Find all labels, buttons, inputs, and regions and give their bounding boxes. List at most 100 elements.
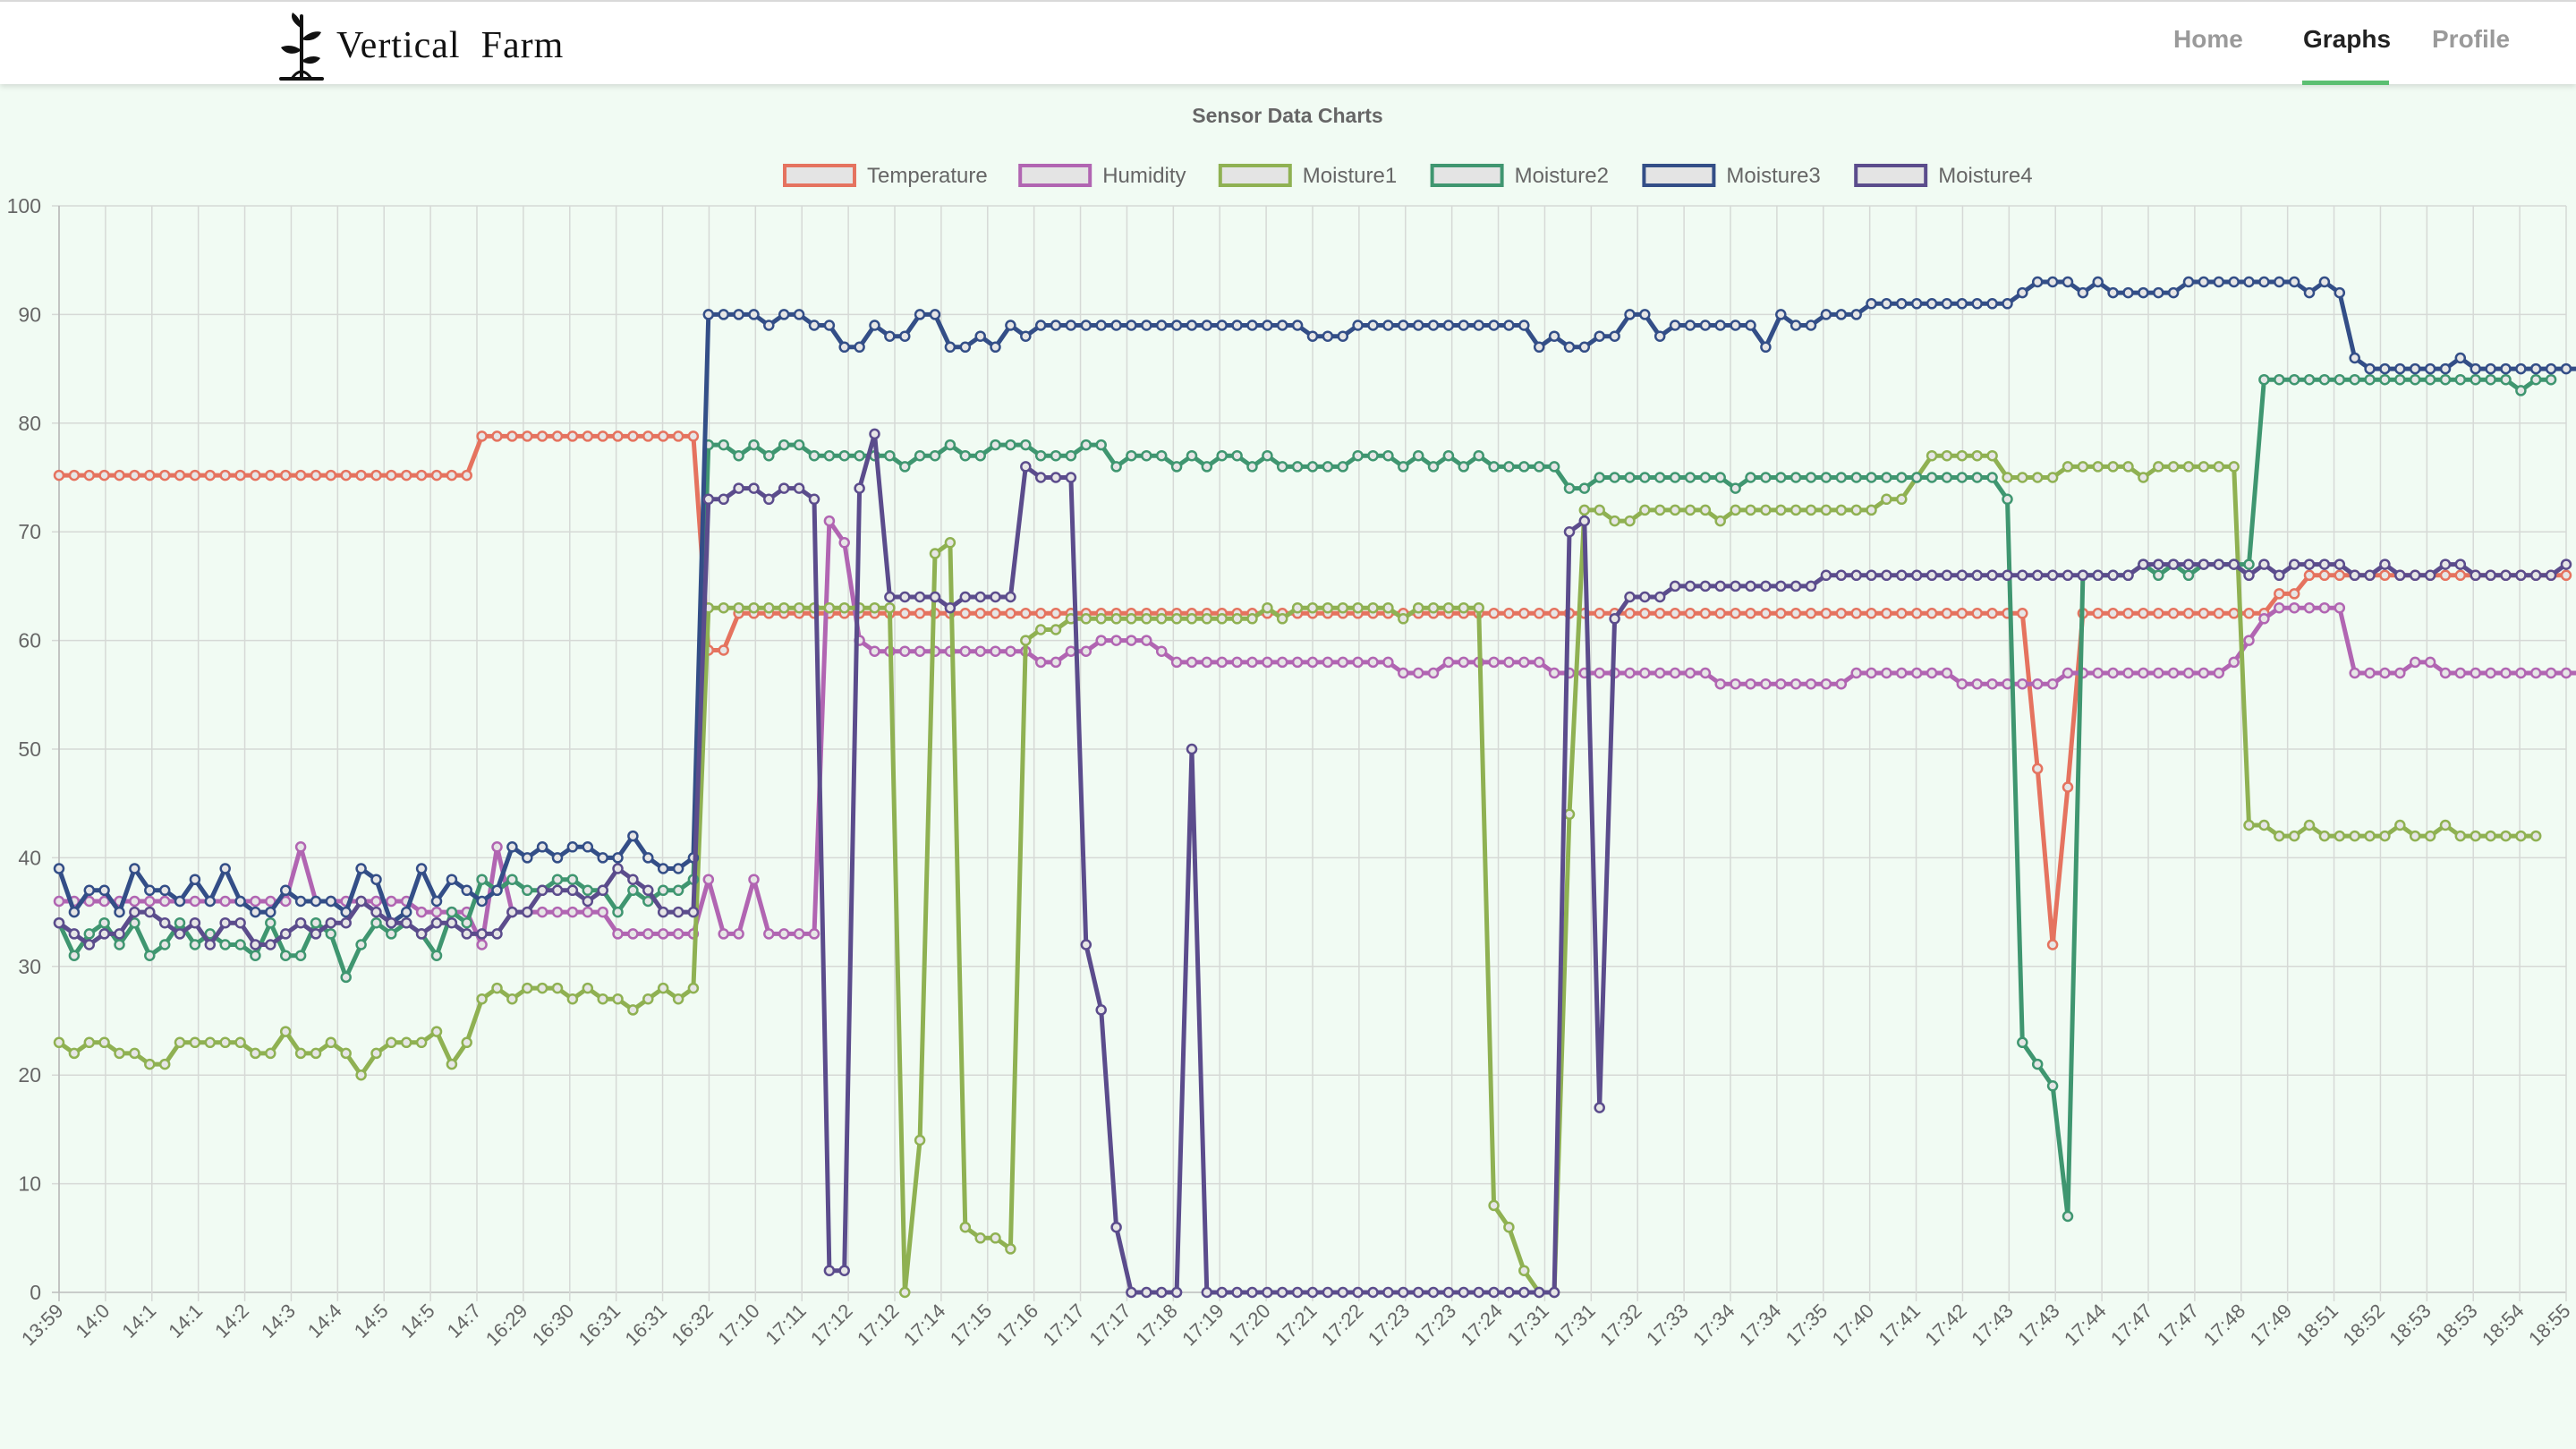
data-point[interactable]: [597, 430, 608, 442]
data-point[interactable]: [1578, 504, 1591, 516]
data-point[interactable]: [1503, 1221, 1515, 1233]
data-point[interactable]: [446, 469, 458, 482]
data-point[interactable]: [2500, 362, 2512, 375]
data-point[interactable]: [1850, 667, 1862, 679]
data-point[interactable]: [1578, 341, 1591, 354]
data-point[interactable]: [446, 874, 458, 885]
data-point[interactable]: [990, 341, 1001, 354]
data-point[interactable]: [2318, 830, 2331, 842]
data-point[interactable]: [944, 537, 956, 549]
data-point[interactable]: [1216, 449, 1228, 462]
data-point[interactable]: [748, 482, 760, 494]
data-point[interactable]: [1034, 624, 1047, 635]
data-point[interactable]: [1835, 472, 1848, 483]
data-point[interactable]: [778, 482, 790, 494]
data-point[interactable]: [1624, 667, 1636, 679]
data-point[interactable]: [114, 906, 125, 918]
data-point[interactable]: [1714, 678, 1726, 690]
data-point[interactable]: [1820, 678, 1832, 690]
data-point[interactable]: [1382, 656, 1394, 669]
data-point[interactable]: [582, 982, 594, 994]
data-point[interactable]: [1745, 580, 1756, 592]
data-point[interactable]: [2439, 362, 2452, 375]
data-point[interactable]: [597, 884, 608, 897]
data-point[interactable]: [2303, 569, 2316, 582]
data-point[interactable]: [2318, 558, 2331, 570]
data-point[interactable]: [1322, 656, 1334, 669]
data-point[interactable]: [1110, 635, 1122, 646]
data-point[interactable]: [279, 1026, 292, 1037]
data-point[interactable]: [355, 1069, 367, 1081]
data-point[interactable]: [899, 461, 911, 473]
data-point[interactable]: [718, 928, 729, 940]
data-point[interactable]: [2454, 830, 2467, 842]
data-point[interactable]: [2031, 1058, 2044, 1070]
data-point[interactable]: [1896, 472, 1908, 483]
data-point[interactable]: [1442, 1286, 1455, 1299]
data-point[interactable]: [265, 1047, 276, 1060]
data-point[interactable]: [1624, 515, 1636, 527]
data-point[interactable]: [1699, 320, 1712, 331]
data-point[interactable]: [733, 482, 744, 494]
data-point[interactable]: [702, 874, 715, 885]
data-point[interactable]: [2274, 569, 2285, 582]
data-point[interactable]: [1896, 667, 1908, 679]
data-point[interactable]: [1730, 504, 1741, 516]
data-point[interactable]: [2138, 608, 2149, 619]
data-point[interactable]: [1745, 472, 1756, 483]
data-point[interactable]: [340, 906, 352, 918]
data-point[interactable]: [1881, 667, 1892, 679]
data-point[interactable]: [2153, 667, 2164, 679]
data-point[interactable]: [219, 916, 231, 929]
data-point[interactable]: [687, 430, 700, 442]
data-point[interactable]: [2515, 362, 2527, 375]
data-point[interactable]: [1473, 449, 1484, 462]
data-point[interactable]: [1110, 613, 1122, 625]
data-point[interactable]: [763, 928, 775, 940]
data-point[interactable]: [83, 1036, 96, 1049]
data-point[interactable]: [2138, 472, 2149, 483]
data-point[interactable]: [1775, 504, 1787, 516]
data-point[interactable]: [1790, 580, 1802, 592]
data-point[interactable]: [2529, 569, 2542, 582]
data-point[interactable]: [476, 939, 488, 950]
data-point[interactable]: [114, 939, 125, 950]
data-point[interactable]: [1126, 635, 1137, 646]
data-point[interactable]: [2485, 667, 2496, 679]
data-point[interactable]: [1201, 1286, 1213, 1299]
data-point[interactable]: [1382, 449, 1394, 462]
data-point[interactable]: [929, 309, 941, 320]
data-point[interactable]: [2424, 569, 2436, 582]
data-point[interactable]: [68, 1047, 81, 1060]
data-point[interactable]: [1533, 1286, 1545, 1299]
data-point[interactable]: [522, 430, 533, 442]
data-point[interactable]: [2485, 362, 2496, 375]
data-point[interactable]: [219, 1036, 231, 1049]
data-point[interactable]: [551, 874, 564, 885]
data-point[interactable]: [1155, 449, 1168, 462]
data-point[interactable]: [551, 430, 564, 442]
data-point[interactable]: [566, 874, 579, 885]
data-point[interactable]: [1246, 320, 1258, 331]
data-point[interactable]: [1367, 320, 1379, 331]
data-point[interactable]: [1714, 515, 1726, 527]
data-point[interactable]: [204, 939, 217, 950]
data-point[interactable]: [1714, 608, 1726, 619]
data-point[interactable]: [1216, 320, 1228, 331]
data-point[interactable]: [642, 993, 654, 1005]
data-point[interactable]: [129, 863, 140, 874]
data-point[interactable]: [1352, 601, 1364, 614]
data-point[interactable]: [68, 928, 81, 940]
data-point[interactable]: [959, 449, 972, 462]
data-point[interactable]: [959, 645, 972, 657]
data-point[interactable]: [2409, 830, 2421, 842]
data-point[interactable]: [2258, 558, 2270, 570]
data-point[interactable]: [672, 884, 684, 897]
data-point[interactable]: [83, 884, 96, 897]
data-point[interactable]: [1654, 504, 1666, 516]
data-point[interactable]: [2002, 569, 2013, 582]
data-point[interactable]: [370, 1047, 382, 1060]
data-point[interactable]: [1020, 330, 1032, 342]
data-point[interactable]: [1367, 449, 1379, 462]
data-point[interactable]: [612, 906, 624, 918]
